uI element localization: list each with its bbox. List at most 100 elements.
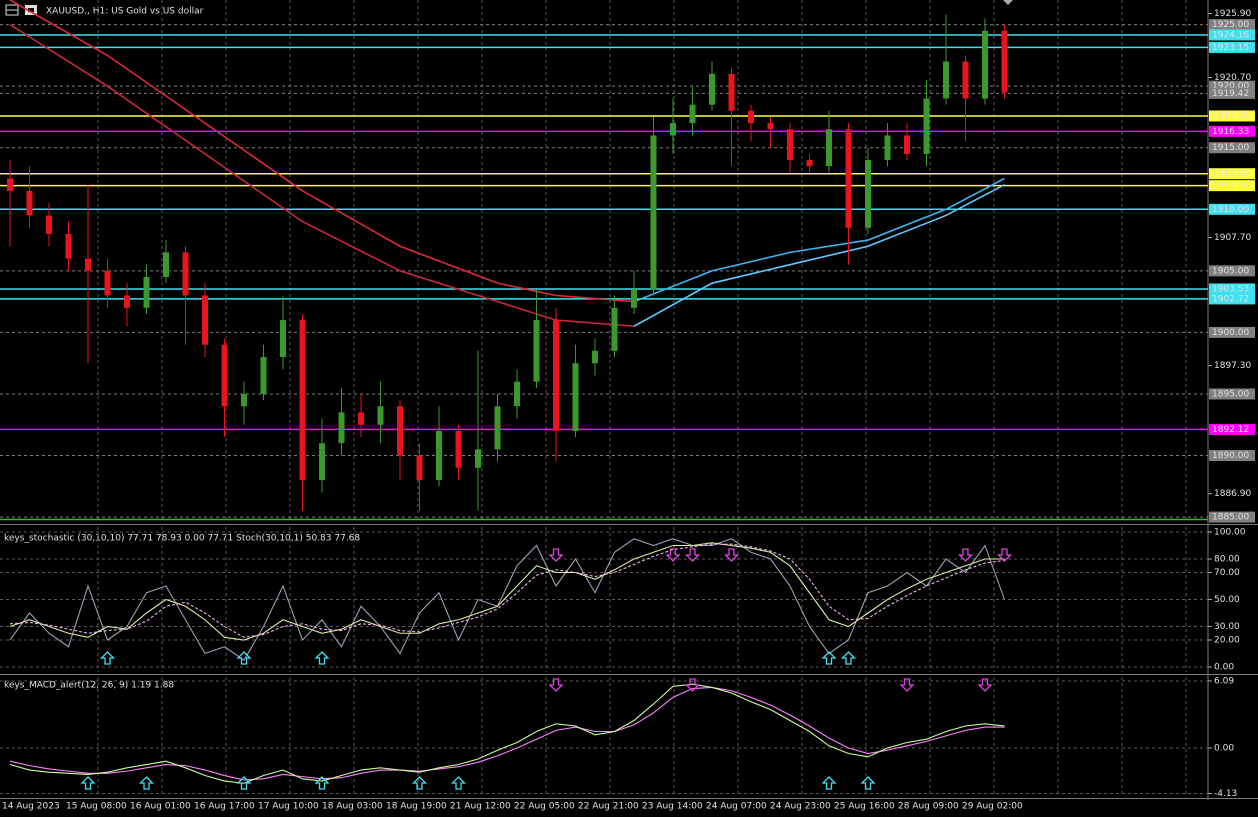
x-tick-label: 28 Aug 09:00 bbox=[898, 802, 959, 812]
x-tick-label: 25 Aug 16:00 bbox=[834, 802, 895, 812]
candle-body bbox=[533, 320, 540, 382]
candle-body bbox=[514, 381, 520, 407]
buy-arrow bbox=[99, 651, 116, 665]
candle-body bbox=[787, 129, 793, 161]
buy-arrow bbox=[138, 776, 155, 790]
x-tick-label: 22 Aug 05:00 bbox=[514, 802, 575, 812]
y-tick-label: 0.00 bbox=[1214, 744, 1234, 754]
buy-arrow bbox=[80, 776, 96, 790]
sell-arrow bbox=[977, 678, 993, 692]
candle-body bbox=[377, 406, 384, 425]
price-level-box bbox=[1209, 423, 1255, 435]
y-tick-label: 0.00 bbox=[1214, 663, 1234, 673]
sell-arrow bbox=[996, 548, 1013, 562]
candle-body bbox=[826, 129, 832, 167]
x-tick-label: 23 Aug 14:00 bbox=[642, 802, 703, 812]
candle-body bbox=[689, 104, 696, 124]
price-level-box bbox=[1209, 125, 1255, 137]
price-level-box bbox=[1209, 326, 1255, 338]
sell-arrow bbox=[684, 678, 701, 692]
candle-body bbox=[611, 307, 618, 351]
panel-title: keys_stochastic (30,10,10) 77.71 78.93 0… bbox=[4, 534, 360, 544]
candle-body bbox=[475, 449, 481, 468]
candle-body bbox=[65, 233, 72, 259]
price-level-box bbox=[1209, 180, 1255, 192]
candle-body bbox=[865, 160, 871, 228]
candle-body bbox=[299, 320, 306, 481]
candle-body bbox=[46, 215, 52, 234]
candle-body bbox=[962, 61, 969, 99]
buy-arrow bbox=[840, 651, 857, 665]
candle-body bbox=[182, 252, 189, 296]
price-level-box bbox=[1209, 87, 1255, 99]
price-level-label: 1890.00 bbox=[1212, 451, 1249, 461]
candle-body bbox=[280, 320, 286, 358]
y-tick-label: 20.00 bbox=[1214, 636, 1240, 646]
candle-body bbox=[319, 443, 325, 481]
indicator-line bbox=[9, 543, 1005, 638]
candle-body bbox=[163, 252, 169, 278]
price-level-label: 1900.00 bbox=[1212, 328, 1249, 338]
y-tick-label: 6.09 bbox=[1214, 676, 1234, 686]
shift-marker bbox=[1003, 0, 1013, 5]
moving-average bbox=[633, 177, 1005, 303]
moving-average bbox=[9, 23, 635, 328]
candle-body bbox=[709, 73, 715, 105]
price-level-label: 1905.00 bbox=[1212, 266, 1249, 276]
price-level-box bbox=[1209, 450, 1255, 462]
candle-body bbox=[416, 455, 423, 481]
toolbar-icons bbox=[5, 4, 37, 16]
indicator-line bbox=[9, 542, 1005, 641]
price-level-label: 1903.53 bbox=[1212, 284, 1249, 294]
sell-arrow bbox=[723, 548, 740, 562]
candle-body bbox=[748, 110, 754, 124]
y-tick-label: 1897.30 bbox=[1214, 361, 1251, 371]
candle-body bbox=[884, 135, 891, 161]
price-level-label: 1925.00 bbox=[1212, 20, 1249, 30]
price-level-box bbox=[1209, 168, 1255, 180]
candle-body bbox=[572, 363, 579, 431]
candle-body bbox=[494, 406, 501, 450]
x-tick-label: 18 Aug 19:00 bbox=[386, 802, 447, 812]
candle-body bbox=[553, 320, 559, 431]
buy-arrow bbox=[821, 776, 837, 790]
candle-body bbox=[85, 258, 91, 271]
x-tick-label: 14 Aug 2023 bbox=[2, 802, 60, 812]
x-tick-label: 29 Aug 02:00 bbox=[962, 802, 1023, 812]
candle-body bbox=[104, 270, 111, 296]
indicator-line bbox=[9, 683, 1005, 784]
sell-arrow bbox=[684, 548, 701, 562]
candle-body bbox=[436, 430, 442, 481]
candle-body bbox=[904, 135, 910, 154]
y-tick-label: 1920.70 bbox=[1214, 73, 1251, 83]
price-level-label: 1911.92 bbox=[1212, 181, 1249, 191]
y-tick-label: 30.00 bbox=[1214, 622, 1240, 632]
buy-arrow bbox=[450, 776, 467, 790]
candle-body bbox=[767, 123, 774, 130]
buy-arrow bbox=[821, 651, 837, 665]
candle-body bbox=[397, 406, 403, 456]
buy-arrow bbox=[411, 776, 428, 790]
price-level-box bbox=[1209, 203, 1255, 215]
candle-body bbox=[26, 190, 33, 216]
candle-body bbox=[806, 160, 813, 167]
buy-arrow bbox=[236, 776, 252, 790]
price-level-box bbox=[1209, 265, 1255, 277]
price-level-box bbox=[1209, 283, 1255, 295]
x-tick-label: 22 Aug 21:00 bbox=[578, 802, 639, 812]
buy-arrow bbox=[314, 651, 330, 665]
price-level-box bbox=[1209, 80, 1255, 92]
x-tick-label: 16 Aug 17:00 bbox=[194, 802, 255, 812]
candle-body bbox=[338, 412, 345, 444]
price-level-label: 1902.72 bbox=[1212, 294, 1249, 304]
moving-average bbox=[9, 0, 635, 303]
price-level-label: 1910.00 bbox=[1212, 205, 1249, 215]
price-level-box bbox=[1209, 29, 1255, 41]
candle-body bbox=[1001, 30, 1008, 93]
y-tick-label: -4.13 bbox=[1214, 789, 1237, 799]
candle-body bbox=[241, 393, 247, 407]
y-tick-label: 70.00 bbox=[1214, 568, 1240, 578]
candle-body bbox=[982, 30, 988, 99]
